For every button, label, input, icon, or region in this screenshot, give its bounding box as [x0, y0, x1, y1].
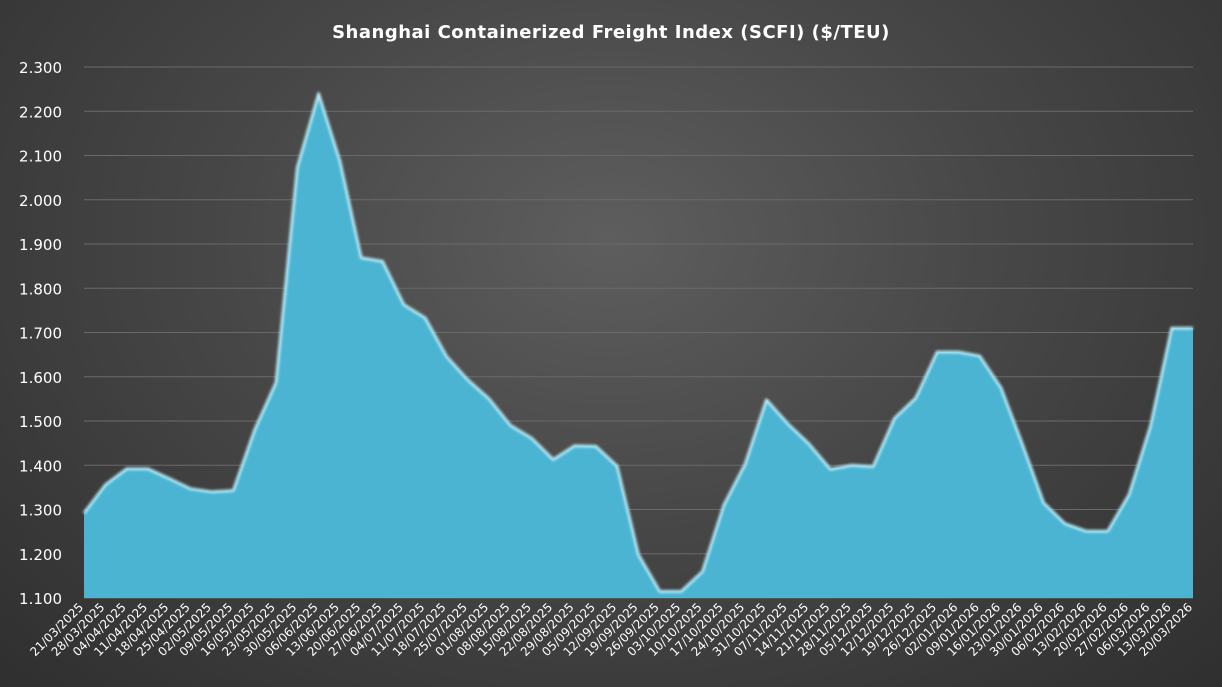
y-axis-tick-labels: 1.100 1.200 1.300 1.400 1.500 1.600 1.700 1.800…: [19, 59, 62, 608]
y-tick-label: 1.600: [19, 369, 62, 387]
y-tick-label: 1.300: [19, 502, 62, 520]
series-area: [82, 92, 1193, 599]
y-tick-label: 1.100: [19, 590, 62, 608]
series-area-edge: [82, 92, 1193, 593]
y-tick-label: 1.500: [19, 413, 62, 431]
y-tick-label: 1.800: [19, 280, 62, 298]
y-tick-label: 1.200: [19, 546, 62, 564]
y-tick-label: 1.900: [19, 236, 62, 254]
y-tick-label: 2.300: [19, 59, 62, 77]
y-tick-label: 2.000: [19, 192, 62, 210]
y-tick-label: 2.100: [19, 148, 62, 166]
y-tick-label: 2.200: [19, 103, 62, 121]
y-tick-label: 1.400: [19, 457, 62, 475]
y-tick-label: 1.700: [19, 325, 62, 343]
x-axis-tick-labels: 21/03/202528/03/202504/04/202511/04/2025…: [27, 600, 1195, 659]
chart-title: Shanghai Containerized Freight Index (SC…: [332, 22, 890, 43]
series-area-fill: [84, 93, 1193, 599]
